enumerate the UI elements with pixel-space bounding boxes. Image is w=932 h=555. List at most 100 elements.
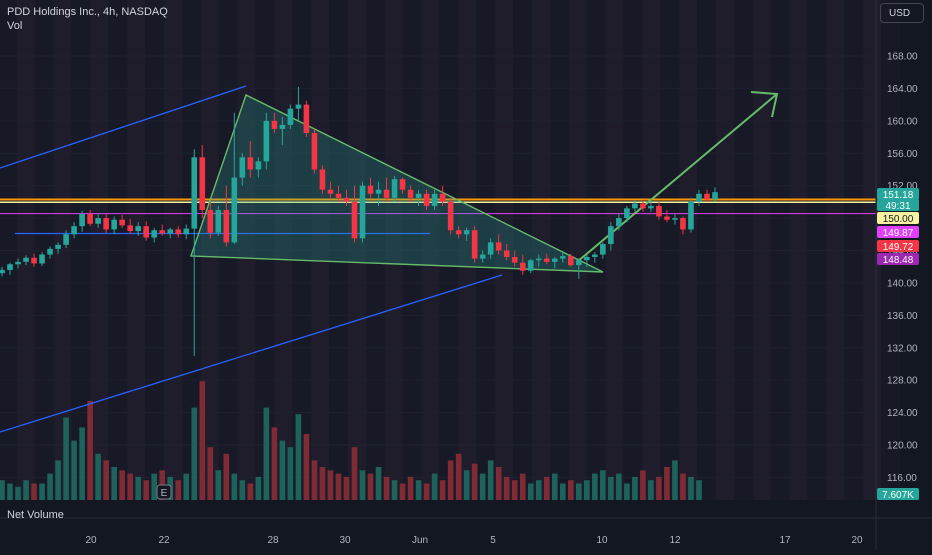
- candle-body[interactable]: [255, 161, 262, 170]
- candle-body[interactable]: [592, 254, 598, 257]
- candle-body[interactable]: [31, 257, 37, 264]
- candle-body[interactable]: [704, 193, 710, 200]
- candle-body[interactable]: [183, 228, 190, 235]
- candle-body[interactable]: [680, 218, 686, 230]
- candle-body[interactable]: [351, 201, 358, 239]
- candle-body[interactable]: [239, 157, 246, 178]
- candle-body[interactable]: [543, 258, 550, 262]
- price-badge[interactable]: [877, 199, 919, 211]
- candle-body[interactable]: [143, 226, 150, 238]
- net-volume-badge[interactable]: [877, 488, 919, 500]
- candle-body[interactable]: [447, 201, 454, 231]
- candle-body[interactable]: [263, 120, 270, 162]
- candle-body[interactable]: [600, 244, 606, 255]
- candle-body[interactable]: [167, 229, 174, 234]
- candle-body[interactable]: [343, 197, 350, 202]
- candle-body[interactable]: [576, 260, 582, 266]
- price-badge[interactable]: [877, 212, 919, 224]
- candle-body[interactable]: [47, 248, 53, 255]
- currency-selector[interactable]: USD: [880, 3, 924, 23]
- price-badge[interactable]: [877, 188, 919, 200]
- candle-body[interactable]: [7, 264, 13, 270]
- candle-body[interactable]: [439, 193, 446, 202]
- candle-body[interactable]: [367, 185, 374, 194]
- candle-body[interactable]: [696, 193, 702, 202]
- channel-upper-line[interactable]: [0, 85, 247, 169]
- candle-body[interactable]: [567, 256, 574, 266]
- candle-body[interactable]: [584, 256, 590, 261]
- candle-body[interactable]: [672, 218, 678, 220]
- candle-body[interactable]: [664, 216, 670, 220]
- candle-body[interactable]: [135, 226, 141, 232]
- candle-body[interactable]: [431, 193, 438, 206]
- candle-body[interactable]: [71, 226, 77, 235]
- candle-body[interactable]: [119, 219, 125, 226]
- candle-body[interactable]: [640, 203, 646, 209]
- candle-body[interactable]: [335, 193, 342, 198]
- candle-body[interactable]: [279, 124, 286, 129]
- candle-body[interactable]: [527, 260, 534, 271]
- candle-body[interactable]: [191, 157, 198, 229]
- candle-body[interactable]: [495, 242, 502, 251]
- candle-body[interactable]: [159, 230, 166, 234]
- candle-body[interactable]: [503, 250, 510, 257]
- candle-body[interactable]: [632, 203, 638, 209]
- candle-body[interactable]: [287, 108, 294, 125]
- candle-body[interactable]: [295, 104, 302, 109]
- candle-body[interactable]: [319, 169, 326, 190]
- candle-body[interactable]: [175, 229, 182, 235]
- candle-body[interactable]: [87, 214, 93, 224]
- channel-lower-line[interactable]: [0, 274, 503, 433]
- candle-body[interactable]: [303, 104, 310, 133]
- price-badge[interactable]: [877, 240, 919, 252]
- candle-body[interactable]: [391, 179, 398, 198]
- candle-body[interactable]: [375, 189, 382, 194]
- candle-body[interactable]: [519, 262, 526, 271]
- candle-body[interactable]: [247, 157, 254, 170]
- candle-body[interactable]: [15, 261, 21, 265]
- candle-body[interactable]: [311, 132, 318, 170]
- candle-body[interactable]: [399, 179, 406, 190]
- candle-body[interactable]: [63, 234, 69, 245]
- candle-body[interactable]: [383, 189, 390, 198]
- candle-body[interactable]: [95, 218, 101, 224]
- candle-body[interactable]: [415, 193, 422, 198]
- candle-body[interactable]: [463, 230, 470, 235]
- earnings-event-marker[interactable]: [156, 484, 172, 500]
- volume-indicator-label[interactable]: Vol: [7, 20, 23, 32]
- candle-body[interactable]: [271, 120, 278, 129]
- candle-body[interactable]: [624, 208, 630, 219]
- candle-body[interactable]: [559, 256, 566, 259]
- candle-body[interactable]: [23, 257, 29, 262]
- candle-body[interactable]: [688, 201, 694, 230]
- price-badge[interactable]: [877, 253, 919, 265]
- candle-body[interactable]: [55, 244, 61, 249]
- candle-body[interactable]: [111, 219, 117, 230]
- price-badge[interactable]: [877, 226, 919, 238]
- candle-body[interactable]: [327, 189, 334, 194]
- candle-body[interactable]: [79, 214, 85, 227]
- candle-body[interactable]: [103, 218, 109, 230]
- candle-body[interactable]: [423, 193, 430, 206]
- candle-body[interactable]: [207, 209, 214, 233]
- candle-body[interactable]: [223, 209, 230, 243]
- candle-body[interactable]: [712, 192, 718, 200]
- candle-body[interactable]: [551, 258, 558, 262]
- candle-body[interactable]: [656, 205, 662, 217]
- forecast-arrow-head[interactable]: [750, 91, 779, 118]
- candle-body[interactable]: [511, 256, 518, 263]
- candle-body[interactable]: [151, 230, 158, 238]
- candle-body[interactable]: [359, 185, 366, 239]
- candle-body[interactable]: [231, 177, 238, 243]
- candle-body[interactable]: [648, 205, 654, 209]
- candle-body[interactable]: [39, 254, 45, 264]
- candle-body[interactable]: [616, 218, 622, 227]
- candle-body[interactable]: [608, 226, 614, 245]
- candle-body[interactable]: [471, 230, 478, 259]
- candle-body[interactable]: [215, 209, 222, 233]
- candle-body[interactable]: [455, 230, 462, 235]
- candle-body[interactable]: [535, 258, 542, 261]
- candle-body[interactable]: [0, 269, 5, 274]
